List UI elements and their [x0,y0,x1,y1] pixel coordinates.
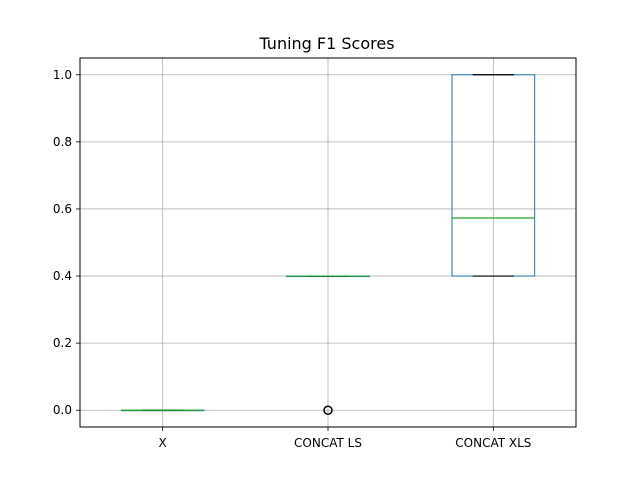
y-tick-label: 0.2 [53,336,72,350]
x-tick-label: CONCAT LS [294,436,362,450]
x-tick-label: CONCAT XLS [455,436,531,450]
y-axis-ticks: 0.0 0.2 0.4 0.6 0.8 1.0 [53,68,80,417]
x-tick-label: X [159,436,167,450]
y-tick-label: 0.8 [53,135,72,149]
box-group [451,74,536,277]
x-axis-ticks: X CONCAT LS CONCAT XLS [159,427,531,450]
y-tick-label: 0.6 [53,202,72,216]
y-tick-label: 0.0 [53,403,72,417]
y-tick-label: 0.4 [53,269,72,283]
box-group [286,275,370,415]
outlier-point [323,405,333,415]
box-group [120,409,205,412]
grid-lines [80,58,576,427]
chart-title: Tuning F1 Scores [258,34,394,53]
y-tick-label: 1.0 [53,68,72,82]
boxes [120,74,536,415]
